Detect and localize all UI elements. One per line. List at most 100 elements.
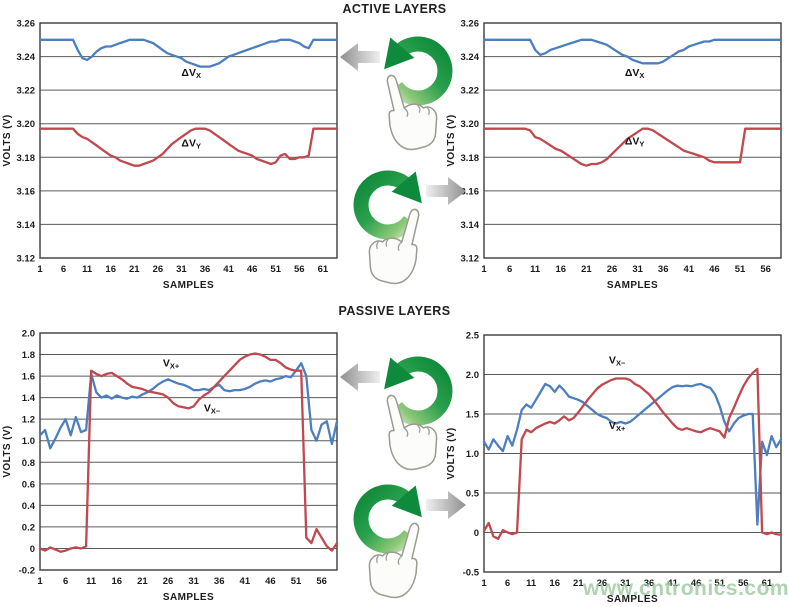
section-title-active: ACTIVE LAYERS — [342, 2, 447, 16]
x-tick-label: 21 — [581, 264, 592, 275]
series-label: ΔVX — [625, 67, 645, 80]
y-tick-label: 1.0 — [22, 436, 35, 447]
x-tick-label: 1 — [37, 264, 43, 275]
x-tick-label: 26 — [163, 576, 174, 587]
series-label: VX− — [204, 403, 221, 416]
series-label: VX− — [609, 354, 626, 367]
x-tick-label: 16 — [556, 264, 567, 275]
x-tick-label: 56 — [294, 264, 305, 275]
y-tick-label: 3.14 — [461, 220, 480, 231]
plot-border — [483, 22, 782, 259]
x-tick-label: 6 — [63, 576, 68, 587]
x-tick-label: 56 — [760, 264, 771, 275]
x-tick-label: 46 — [265, 576, 276, 587]
y-tick-label: 1.5 — [466, 410, 480, 421]
y-tick-label: 3.18 — [17, 153, 36, 164]
x-tick-label: 21 — [129, 264, 140, 275]
plot-border — [39, 22, 338, 259]
rotate-ccw-icon — [338, 336, 468, 476]
x-tick-label: 41 — [240, 576, 251, 587]
series-label: VX+ — [163, 357, 180, 370]
x-tick-label: 31 — [176, 264, 187, 275]
x-tick-label: 16 — [112, 576, 123, 587]
x-tick-label: 36 — [644, 578, 655, 589]
y-tick-label: 0.5 — [466, 489, 480, 500]
x-tick-label: 56 — [738, 578, 749, 589]
chart-passive-right: 2.5 2.0 1.5 1.0 0.5 0 -0.5 1 6 11 16 21 26 31 36 41 46 51… — [444, 322, 789, 607]
y-tick-label: 1.4 — [22, 393, 36, 404]
y-axis-title: VOLTS (V) — [446, 427, 457, 479]
chart-active-left: 3.26 3.24 3.22 3.20 3.18 3.16 3.14 3.12 1 6 11 16 21… — [0, 14, 345, 299]
series-label: ΔVY — [625, 136, 645, 149]
y-tick-label: 0.6 — [22, 479, 35, 490]
series-label: ΔVY — [181, 137, 201, 150]
y-tick-label: 3.26 — [17, 19, 36, 30]
y-tick-label: -0.5 — [463, 568, 480, 579]
y-tick-label: 2.5 — [466, 331, 480, 342]
y-tick-label: 1.0 — [466, 449, 479, 460]
rotate-cw-icon — [338, 464, 468, 604]
chart-active-right: 3.26 3.24 3.22 3.20 3.18 3.16 3.14 3.12 1 6 11 16 21… — [444, 14, 789, 299]
x-tick-label: 6 — [505, 578, 510, 589]
x-tick-label: 56 — [316, 576, 327, 587]
active-right-plot: 3.263.243.223.203.183.163.143.121 6 11 16 21… — [446, 19, 783, 291]
x-tick-label: 51 — [270, 264, 281, 275]
x-tick-label: 6 — [507, 264, 512, 275]
x-tick-label: 21 — [137, 576, 148, 587]
x-tick-label: 21 — [573, 578, 584, 589]
y-tick-label: 3.16 — [461, 186, 480, 197]
x-tick-label: 11 — [82, 264, 93, 275]
y-tick-label: 2.0 — [22, 329, 35, 340]
x-tick-label: 31 — [188, 576, 199, 587]
y-axis-title: VOLTS (V) — [2, 425, 13, 477]
x-tick-label: 61 — [318, 264, 329, 275]
x-tick-label: 1 — [481, 264, 487, 275]
x-tick-label: 31 — [632, 264, 643, 275]
x-tick-label: 11 — [86, 576, 97, 587]
y-tick-label: 3.18 — [461, 153, 480, 164]
x-tick-label: 6 — [61, 264, 66, 275]
chart-passive-left: 2.0 1.8 1.6 1.4 1.2 1.0 0.8 0.6 0.4 0.2 0 -0.2 1 6 11 1… — [0, 322, 345, 607]
x-tick-label: 26 — [607, 264, 618, 275]
x-tick-label: 51 — [735, 264, 746, 275]
y-tick-label: 3.24 — [17, 52, 36, 63]
section-title-passive: PASSIVE LAYERS — [338, 304, 451, 318]
x-tick-label: 36 — [658, 264, 669, 275]
series-ΔVX — [482, 38, 783, 65]
x-tick-label: 1 — [481, 578, 487, 589]
plot-border — [483, 334, 782, 573]
y-tick-label: 0.8 — [22, 458, 35, 469]
y-tick-label: 3.22 — [17, 86, 36, 97]
y-tick-label: 0.2 — [22, 522, 35, 533]
y-tick-label: 0.4 — [22, 501, 36, 512]
series-label: ΔVX — [181, 67, 201, 80]
x-tick-label: 51 — [291, 576, 302, 587]
y-tick-label: 1.6 — [22, 372, 35, 383]
y-axis-title: VOLTS (V) — [446, 114, 457, 166]
x-tick-label: 11 — [526, 578, 537, 589]
y-tick-label: 3.12 — [17, 254, 36, 265]
x-axis-title: SAMPLES — [163, 592, 214, 603]
x-tick-label: 61 — [762, 578, 773, 589]
y-tick-label: 3.16 — [17, 186, 36, 197]
x-tick-label: 51 — [714, 578, 725, 589]
y-tick-label: 3.22 — [461, 86, 480, 97]
y-tick-label: 3.20 — [461, 119, 480, 130]
x-tick-label: 46 — [709, 264, 720, 275]
x-axis-title: SAMPLES — [163, 280, 214, 291]
y-tick-label: 1.2 — [22, 415, 35, 426]
x-tick-label: 41 — [684, 264, 695, 275]
y-tick-label: 3.14 — [17, 220, 36, 231]
x-tick-label: 46 — [247, 264, 258, 275]
x-tick-label: 41 — [667, 578, 678, 589]
x-tick-label: 26 — [597, 578, 608, 589]
plot-border — [39, 332, 338, 571]
y-tick-label: 0 — [474, 528, 479, 539]
series-ΔVY — [482, 127, 783, 167]
x-tick-label: 16 — [105, 264, 116, 275]
series-VX− — [38, 352, 339, 553]
y-tick-label: 0 — [30, 544, 35, 555]
series-ΔVX — [38, 38, 339, 68]
y-tick-label: 3.20 — [17, 119, 36, 130]
y-tick-label: 3.24 — [461, 52, 480, 63]
